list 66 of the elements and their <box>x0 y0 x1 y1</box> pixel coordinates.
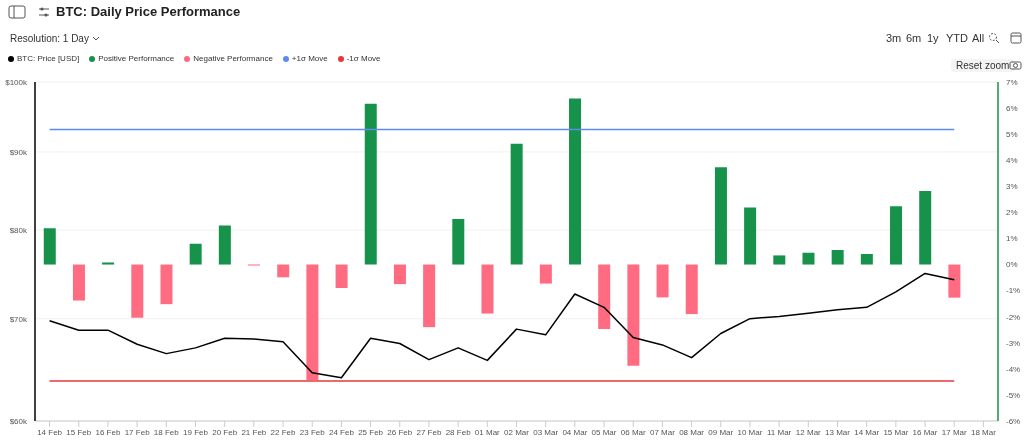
legend-label: BTC: Price [USD] <box>17 54 80 63</box>
legend-label: Negative Performance <box>193 54 273 63</box>
legend-label: Positive Performance <box>98 54 175 63</box>
x-tick-label: 10 Mar <box>737 427 763 437</box>
y2-tick-label: 2% <box>1006 208 1018 218</box>
y2-tick-label: 5% <box>1006 129 1018 139</box>
text: YTD <box>946 32 968 44</box>
x-tick-label: 15 Feb <box>66 427 92 437</box>
line-series <box>48 272 955 379</box>
x-tick-label: 01 Mar <box>474 427 501 437</box>
x-tick-label: 16 Feb <box>95 427 121 437</box>
y2-tick-label: 4% <box>1006 156 1018 166</box>
x-tick-label: 20 Feb <box>212 427 238 437</box>
y-tick-label: $100k <box>5 77 28 87</box>
y-tick-label: $80k <box>9 225 28 235</box>
x-tick-label: 14 Feb <box>37 427 63 437</box>
y2-tick-label: -3% <box>1006 338 1021 348</box>
x-tick-label: 22 Feb <box>270 427 297 437</box>
text: 3m <box>886 32 902 44</box>
x-tick-label: 17 Mar <box>941 427 968 437</box>
y2-tick-label: 7% <box>1006 77 1018 87</box>
y2-tick-label: -2% <box>1006 312 1021 322</box>
y2-tick-label: 6% <box>1006 103 1018 113</box>
y2-tick-label: -1% <box>1006 286 1021 296</box>
x-tick-label: 06 Mar <box>620 427 647 437</box>
x-tick-label: 19 Feb <box>183 427 209 437</box>
y2-tick-label: -5% <box>1006 390 1021 400</box>
x-tick-label: 23 Feb <box>299 427 326 437</box>
x-tick-label: 05 Mar <box>591 427 617 437</box>
y2-tick-label: 3% <box>1006 182 1018 192</box>
x-tick-label: 02 Mar <box>504 427 530 437</box>
x-tick-label: 18 Mar <box>970 427 997 437</box>
x-tick-label: 08 Mar <box>679 427 705 437</box>
chart-title: BTC: Daily Price Performance <box>56 4 241 19</box>
x-tick-label: 16 Mar <box>912 427 938 437</box>
x-tick-label: 17 Feb <box>124 427 151 437</box>
x-tick-label: 28 Feb <box>445 427 472 437</box>
x-tick-label: 11 Mar <box>766 427 792 437</box>
text: 1y <box>927 32 939 44</box>
text: 6m <box>906 32 922 44</box>
x-tick-label: 27 Feb <box>416 427 442 437</box>
x-tick-label: 13 Mar <box>825 427 851 437</box>
y-tick-label: $90k <box>9 147 28 157</box>
x-tick-label: 03 Mar <box>533 427 559 437</box>
y-tick-label: $60k <box>9 416 28 426</box>
y2-tick-label: 0% <box>1006 260 1018 270</box>
x-tick-label: 18 Feb <box>153 427 180 437</box>
y2-tick-label: -6% <box>1006 416 1021 426</box>
x-tick-label: 14 Mar <box>854 427 880 437</box>
legend-label: +1σ Move <box>291 54 328 63</box>
x-tick-label: 09 Mar <box>708 427 734 437</box>
text: All <box>972 32 985 44</box>
y2-tick-label: -4% <box>1006 364 1021 374</box>
x-tick-label: 15 Mar <box>883 427 909 437</box>
x-tick-label: 04 Mar <box>562 427 588 437</box>
x-tick-label: 26 Feb <box>387 427 413 437</box>
x-tick-label: 12 Mar <box>795 427 822 437</box>
text: Reset zoom <box>951 59 1015 72</box>
y-tick-label: $70k <box>9 314 28 324</box>
text: Resolution: 1 Day <box>10 33 89 44</box>
x-tick-label: 24 Feb <box>328 427 355 437</box>
legend-label: -1σ Move <box>346 54 381 63</box>
x-tick-label: 07 Mar <box>649 427 676 437</box>
y2-tick-label: 1% <box>1006 234 1018 244</box>
x-tick-label: 25 Feb <box>358 427 384 437</box>
x-tick-label: 21 Feb <box>241 427 267 437</box>
